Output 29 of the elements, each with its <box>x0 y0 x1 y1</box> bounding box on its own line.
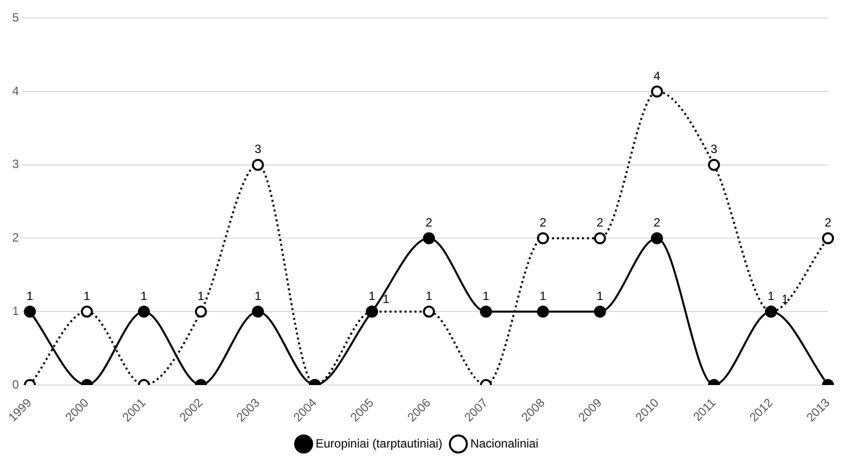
data-label: 2 <box>596 216 604 230</box>
y-tick-label: 0 <box>12 377 20 392</box>
data-label: 4 <box>654 68 661 83</box>
data-label: 1 <box>482 288 490 303</box>
y-tick-label: 3 <box>12 157 20 172</box>
data-label: 1 <box>198 288 205 303</box>
data-label: 1 <box>768 288 775 303</box>
legend-label: Europiniai (tarptautiniai) <box>316 436 442 450</box>
y-tick-label: 5 <box>12 10 20 25</box>
data-label: 1 <box>26 288 34 303</box>
data-label: 1 <box>426 288 433 303</box>
data-label: 1 <box>368 288 376 303</box>
y-tick-label: 2 <box>12 230 20 245</box>
data-label: 3 <box>254 142 262 156</box>
legend-label: Nacionaliniai <box>470 436 538 450</box>
data-label: 2 <box>824 216 832 230</box>
y-tick-label: 4 <box>12 84 20 98</box>
data-label: 1 <box>540 288 547 303</box>
data-label: 1 <box>140 288 148 303</box>
data-label: 3 <box>710 142 718 156</box>
data-label: 2 <box>540 216 547 230</box>
data-label: 1 <box>596 288 604 303</box>
data-label: 1 <box>782 292 789 306</box>
data-label: 2 <box>426 216 433 230</box>
data-label: 1 <box>382 292 390 306</box>
data-label: 1 <box>254 288 262 303</box>
y-tick-label: 1 <box>12 304 20 318</box>
data-label: 2 <box>654 216 661 230</box>
data-label: 1 <box>84 288 91 303</box>
